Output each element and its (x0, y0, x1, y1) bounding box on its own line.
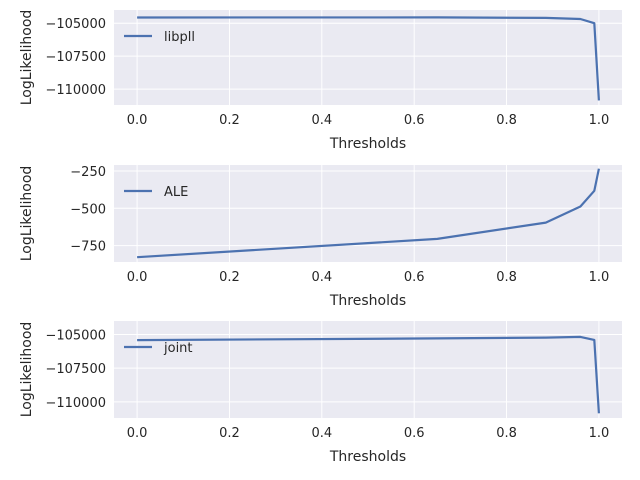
x-tick-label: 0.6 (404, 113, 425, 128)
x-tick-label: 1.0 (589, 270, 610, 285)
plot-area (114, 165, 622, 262)
series-line-ALE (137, 168, 600, 259)
plot-area (114, 321, 622, 418)
x-tick-label: 0.6 (404, 426, 425, 441)
subplot-3: 0.0 0.2 0.4 0.6 0.8 1.0 −105000 −107500 −110000 T… (19, 321, 622, 465)
x-tick-label: 0.6 (404, 270, 425, 285)
y-axis-label: LogLikelihood (19, 322, 35, 418)
x-tick-label: 1.0 (589, 426, 610, 441)
x-tick-label: 0.4 (311, 270, 332, 285)
x-axis-label: Thresholds (329, 136, 406, 152)
x-tick-label: 0.4 (311, 426, 332, 441)
y-tick-label: −107500 (45, 50, 106, 65)
x-axis-label: Thresholds (329, 449, 406, 465)
legend-label: ALE (164, 185, 188, 200)
x-tick-label: 0.4 (311, 113, 332, 128)
x-tick-label: 0.0 (127, 426, 148, 441)
plot-area (114, 10, 622, 105)
legend-label: joint (163, 341, 193, 356)
legend: joint (124, 341, 193, 356)
y-axis-label: LogLikelihood (19, 166, 35, 262)
y-tick-label: −105000 (45, 17, 106, 32)
x-tick-label: 1.0 (589, 113, 610, 128)
y-tick-label: −105000 (45, 328, 106, 343)
y-tick-label: −107500 (45, 362, 106, 377)
x-tick-label: 0.2 (219, 426, 240, 441)
x-tick-label: 0.8 (496, 113, 517, 128)
subplot-2: 0.0 0.2 0.4 0.6 0.8 1.0 −250 −500 −750 Thresholds… (19, 165, 622, 309)
y-tick-label: −250 (70, 165, 106, 180)
legend: ALE (124, 185, 188, 200)
x-tick-label: 0.2 (219, 113, 240, 128)
legend-label: libpll (164, 30, 195, 45)
series-line-libpll (137, 16, 600, 101)
x-tick-label: 0.0 (127, 270, 148, 285)
y-tick-label: −500 (70, 202, 106, 217)
x-tick-label: 0.2 (219, 270, 240, 285)
legend: libpll (124, 30, 195, 45)
series-line-joint (137, 335, 600, 414)
x-tick-label: 0.8 (496, 426, 517, 441)
y-tick-label: −110000 (45, 396, 106, 411)
x-tick-label: 0.0 (127, 113, 148, 128)
y-tick-label: −110000 (45, 83, 106, 98)
y-tick-label: −750 (70, 240, 106, 255)
x-tick-label: 0.8 (496, 270, 517, 285)
x-axis-label: Thresholds (329, 293, 406, 309)
y-axis-label: LogLikelihood (19, 10, 35, 106)
subplot-1: 0.0 0.2 0.4 0.6 0.8 1.0 −105000 −107500 −110000 T… (19, 10, 622, 152)
